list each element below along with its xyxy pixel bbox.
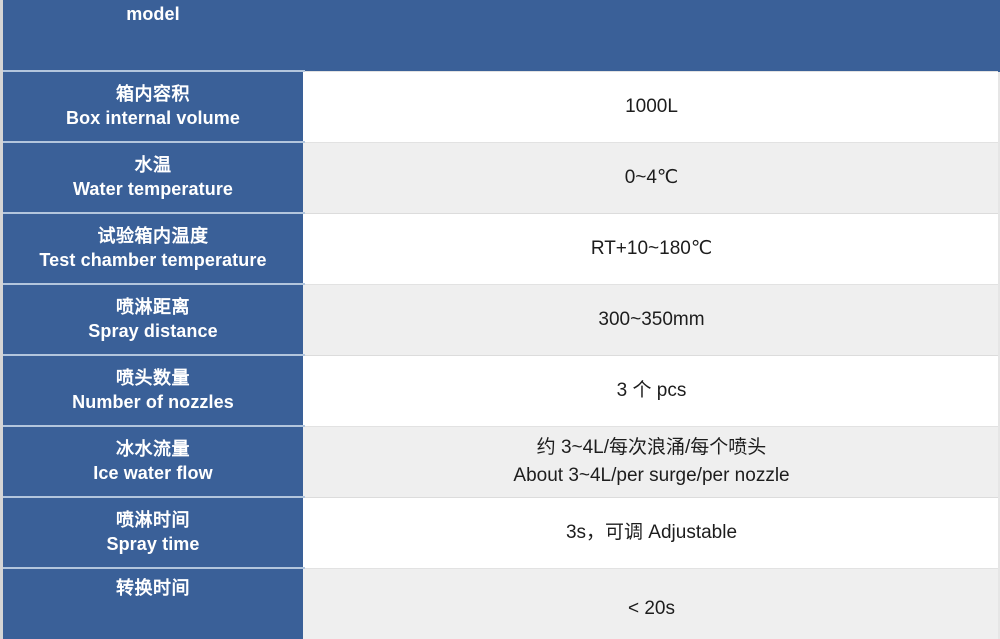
row-label-spray-distance: 喷淋距离 Spray distance bbox=[0, 283, 304, 356]
label-chinese: 喷淋距离 bbox=[116, 297, 190, 318]
label-english: Test chamber temperature bbox=[39, 249, 267, 270]
label-chinese: 箱内容积 bbox=[116, 84, 190, 105]
row-value-test-chamber-temperature: RT+10~180℃ bbox=[303, 212, 1000, 285]
row-label-test-chamber-temperature: 试验箱内温度 Test chamber temperature bbox=[0, 212, 304, 285]
label-english: Number of nozzles bbox=[72, 391, 234, 412]
label-chinese: 喷淋时间 bbox=[116, 510, 190, 531]
table-row: 箱内容积 Box internal volume 1000L bbox=[0, 70, 1000, 143]
row-label-model: model bbox=[0, 0, 304, 72]
label-english: Spray distance bbox=[88, 320, 218, 341]
row-label-spray-time: 喷淋时间 Spray time bbox=[0, 496, 304, 569]
value-line: 约 3~4L/每次浪涌/每个喷头 bbox=[536, 436, 767, 458]
label-english: model bbox=[126, 4, 180, 25]
row-value-box-internal-volume: 1000L bbox=[303, 70, 1000, 143]
row-value-conversion-time: < 20s bbox=[303, 567, 1000, 639]
value-line: 0~4℃ bbox=[624, 166, 679, 188]
value-line: 300~350mm bbox=[598, 308, 705, 330]
row-label-number-of-nozzles: 喷头数量 Number of nozzles bbox=[0, 354, 304, 427]
row-label-water-temperature: 水温 Water temperature bbox=[0, 141, 304, 214]
table-row: 喷淋时间 Spray time 3s，可调 Adjustable bbox=[0, 496, 1000, 569]
label-chinese: 喷头数量 bbox=[116, 368, 190, 389]
table-row: 喷淋距离 Spray distance 300~350mm bbox=[0, 283, 1000, 356]
value-line: 1000L bbox=[625, 95, 678, 117]
label-chinese: 试验箱内温度 bbox=[97, 226, 209, 247]
label-english: Water temperature bbox=[72, 178, 234, 199]
label-chinese: 水温 bbox=[134, 155, 172, 176]
table-row: 转换时间 < 20s bbox=[0, 567, 1000, 639]
row-label-box-internal-volume: 箱内容积 Box internal volume bbox=[0, 70, 304, 143]
label-english: Box internal volume bbox=[66, 107, 240, 128]
row-value-spray-time: 3s，可调 Adjustable bbox=[303, 496, 1000, 569]
row-value-spray-distance: 300~350mm bbox=[303, 283, 1000, 356]
value-line: 3s，可调 Adjustable bbox=[565, 521, 738, 543]
row-value-number-of-nozzles: 3 个 pcs bbox=[303, 354, 1000, 427]
table-row: 喷头数量 Number of nozzles 3 个 pcs bbox=[0, 354, 1000, 427]
row-value-ice-water-flow: 约 3~4L/每次浪涌/每个喷头 About 3~4L/per surge/pe… bbox=[303, 425, 1000, 498]
label-chinese: 转换时间 bbox=[116, 578, 190, 598]
value-line: < 20s bbox=[627, 597, 675, 619]
value-line: RT+10~180℃ bbox=[590, 237, 713, 259]
row-label-ice-water-flow: 冰水流量 Ice water flow bbox=[0, 425, 304, 498]
value-line: 3 个 pcs bbox=[616, 379, 687, 401]
table-row: 试验箱内温度 Test chamber temperature RT+10~18… bbox=[0, 212, 1000, 285]
row-label-conversion-time: 转换时间 bbox=[0, 567, 304, 639]
table-row: model bbox=[0, 0, 1000, 72]
table-row: 冰水流量 Ice water flow 约 3~4L/每次浪涌/每个喷头 Abo… bbox=[0, 425, 1000, 498]
label-english: Ice water flow bbox=[93, 462, 213, 483]
label-english: Spray time bbox=[106, 533, 200, 554]
label-chinese: 冰水流量 bbox=[116, 439, 190, 460]
table-row: 水温 Water temperature 0~4℃ bbox=[0, 141, 1000, 214]
row-value-model bbox=[303, 0, 1000, 72]
row-value-water-temperature: 0~4℃ bbox=[303, 141, 1000, 214]
value-line: About 3~4L/per surge/per nozzle bbox=[513, 464, 790, 486]
